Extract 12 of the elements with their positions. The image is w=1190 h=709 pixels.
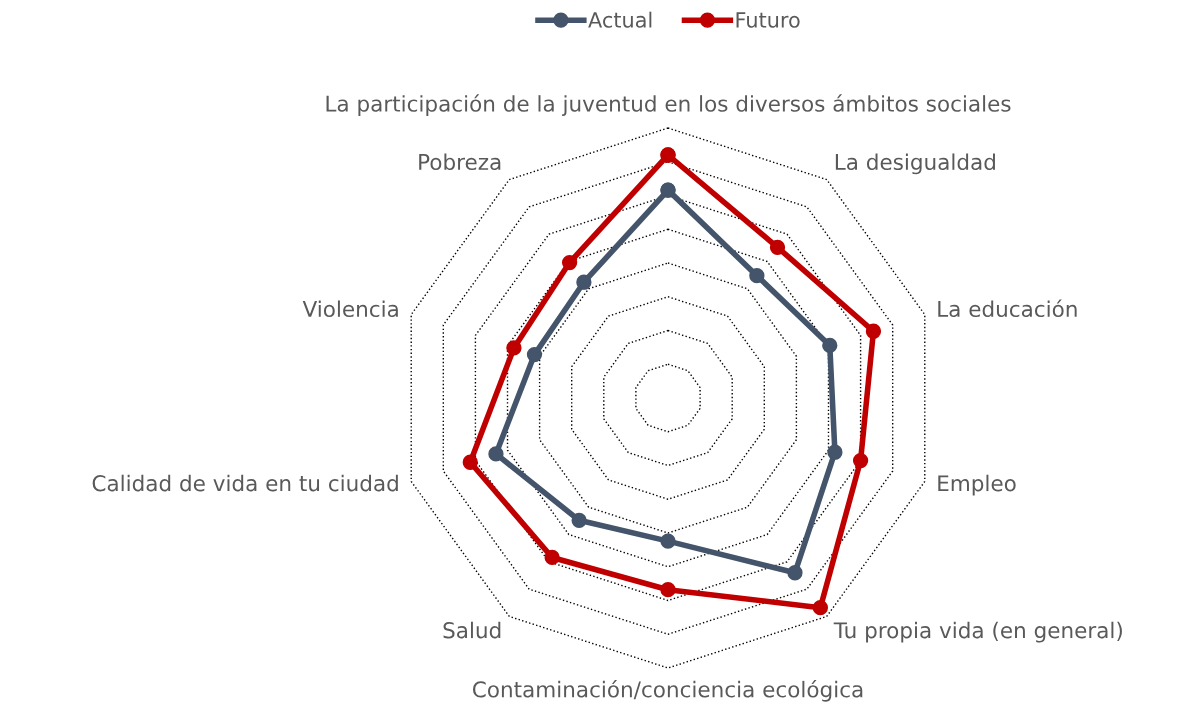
spoke-label: La educación — [938, 299, 1077, 318]
spoke-label: La desigualdad — [835, 153, 995, 175]
spoke-label: Calidad de vida en tu ciudad — [92, 474, 398, 492]
spoke-label: Tu propia vida (en general) — [833, 621, 1122, 643]
spoke-label: Salud — [443, 621, 501, 639]
legend-label: Actual — [588, 11, 652, 28]
spoke-label: Contaminación/conciencia ecológica — [472, 680, 863, 702]
spoke-label: Violencia — [302, 300, 398, 318]
spoke-label: Pobreza — [419, 153, 501, 171]
legend-label: Futuro — [736, 12, 800, 28]
spoke-label: Empleo — [938, 474, 1016, 496]
spoke-label: La participación de la juventud en los diversos ámbitos sociales — [326, 94, 1011, 116]
